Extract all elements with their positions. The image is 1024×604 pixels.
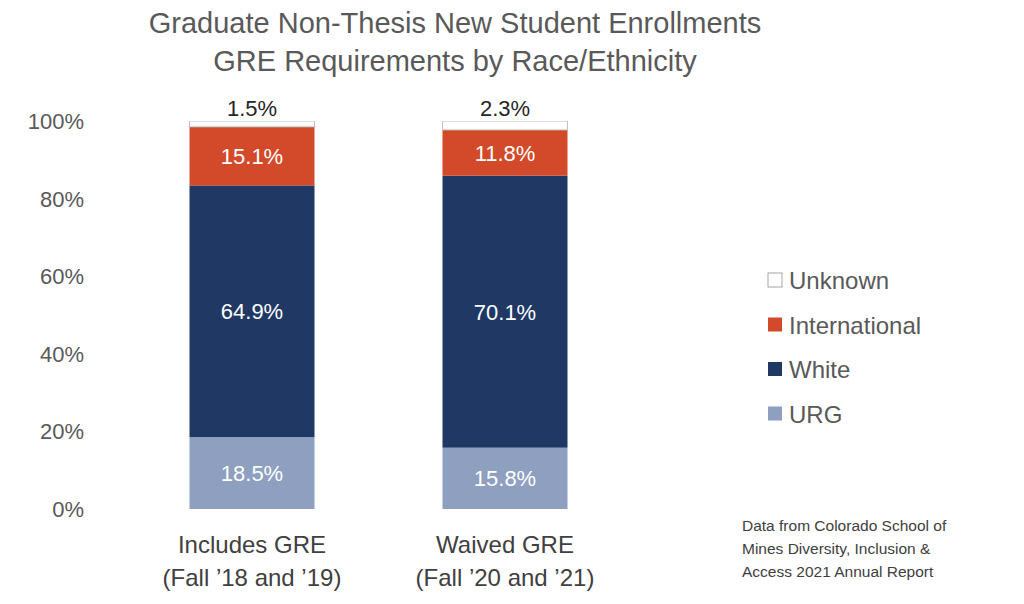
legend-label: URG (789, 401, 842, 428)
annotation: Data from Colorado School of Mines Divers… (742, 517, 947, 580)
bar-segment (443, 130, 568, 176)
legend-label: White (789, 356, 850, 383)
title-line: Graduate Non-Thesis New Student Enrollme… (149, 7, 762, 39)
legend-swatch (768, 362, 782, 376)
data-label: 70.1% (474, 300, 536, 325)
y-tick (104, 431, 108, 432)
bar-segment (190, 437, 315, 509)
x-tick-label: Includes GRE (Fall ’18 and ’19) (163, 531, 342, 591)
bar-segment (190, 127, 315, 186)
y-tick (104, 121, 108, 122)
bar-segment (443, 176, 568, 448)
y-tick-label: 20% (40, 419, 84, 444)
annotation-line: Mines Diversity, Inclusion & (742, 540, 931, 557)
chart: Graduate Non-Thesis New Student Enrollme… (0, 0, 1024, 604)
title-line: GRE Requirements by Race/Ethnicity (213, 45, 697, 77)
bars (190, 121, 568, 509)
data-label: 18.5% (221, 461, 283, 486)
data-label: 1.5% (227, 96, 277, 121)
data-label: 11.8% (475, 141, 536, 166)
legend-label: International (789, 312, 921, 339)
data-label: 15.1% (221, 144, 283, 169)
annotation-line: Access 2021 Annual Report (742, 563, 934, 580)
y-tick-label: 60% (40, 264, 84, 289)
x-tick-label-line: (Fall ’18 and ’19) (163, 564, 342, 591)
y-tick-label: 40% (40, 342, 84, 367)
y-tick-label: 80% (40, 187, 84, 212)
data-label: 64.9% (221, 299, 283, 324)
bar-segment (190, 121, 315, 127)
legend-swatch (768, 407, 782, 421)
legend-swatch (768, 318, 782, 332)
legend-label: Unknown (789, 267, 889, 294)
y-tick (104, 353, 108, 354)
title: Graduate Non-Thesis New Student Enrollme… (149, 7, 762, 77)
y-tick-label: 0% (52, 497, 84, 522)
y-tick (104, 198, 108, 199)
x-tick-label-line: Waived GRE (436, 531, 574, 558)
data-label: 2.3% (480, 96, 530, 121)
bar-segment (190, 185, 315, 437)
y-tick-label: 100% (28, 109, 84, 134)
data-labels: 18.5% 64.9% 15.1% 1.5% 15.8% 70.1% 11.8% 2.3% (221, 96, 536, 491)
bar-segment (443, 448, 568, 509)
legend: Unknown International White URG (768, 267, 921, 428)
annotation-line: Data from Colorado School of (742, 517, 947, 534)
y-tick (104, 509, 108, 510)
bar-segment (443, 121, 568, 130)
x-tick-label: Waived GRE (Fall ’20 and ’21) (416, 531, 595, 591)
y-tick (104, 276, 108, 277)
x-tick-label-line: (Fall ’20 and ’21) (416, 564, 595, 591)
legend-swatch (768, 273, 782, 287)
data-label: 15.8% (474, 466, 536, 491)
x-tick-label-line: Includes GRE (178, 531, 326, 558)
